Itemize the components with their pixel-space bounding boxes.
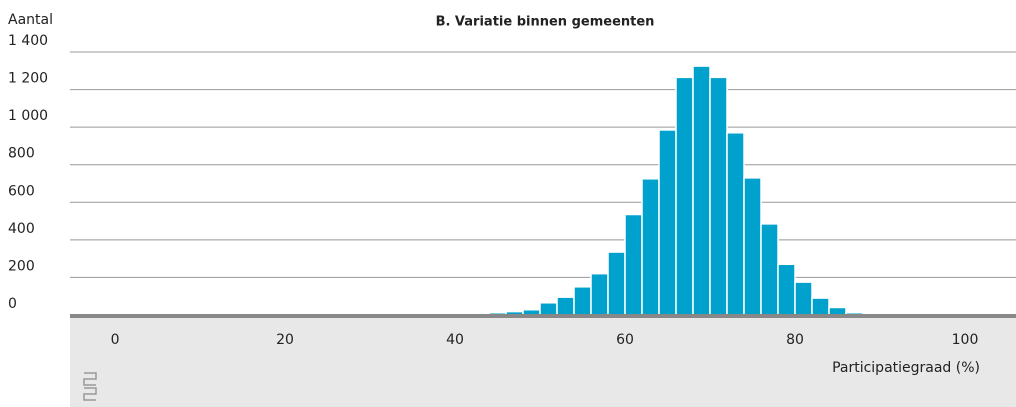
bar (794, 281, 813, 316)
bar (658, 129, 677, 316)
chart-title: B. Variatie binnen gemeenten (436, 15, 655, 30)
bar (726, 132, 745, 316)
bar (641, 178, 660, 316)
x-tick-label: 40 (446, 332, 464, 348)
bar (590, 272, 609, 316)
bar (607, 251, 626, 316)
bar (539, 302, 558, 316)
x-axis-label: Participatiegraad (%) (832, 360, 980, 376)
y-tick-label: 1 400 (8, 33, 48, 49)
logo (83, 372, 97, 401)
x-tick-label: 20 (276, 332, 294, 348)
bar (573, 286, 592, 316)
bar (556, 296, 575, 316)
x-axis-band (70, 318, 1016, 407)
x-tick-label: 80 (786, 332, 804, 348)
y-tick-label: 600 (8, 183, 35, 199)
y-tick-label: 200 (8, 258, 35, 274)
y-tick-label: 800 (8, 146, 35, 162)
bar (624, 213, 643, 316)
bar (692, 65, 711, 316)
bar (760, 223, 779, 316)
x-tick-label: 0 (111, 332, 120, 348)
x-tick-label: 60 (616, 332, 634, 348)
y-tick-label: 1 200 (8, 71, 48, 87)
bar (777, 263, 796, 316)
bar (743, 177, 762, 316)
y-axis-label: Aantal (8, 12, 53, 28)
x-tick-label: 100 (952, 332, 979, 348)
y-tick-label: 1 000 (8, 108, 48, 124)
bar (709, 76, 728, 316)
bar (811, 297, 830, 316)
y-tick-label: 0 (8, 296, 17, 312)
y-tick-label: 400 (8, 221, 35, 237)
bar (675, 76, 694, 316)
bar (828, 306, 847, 316)
